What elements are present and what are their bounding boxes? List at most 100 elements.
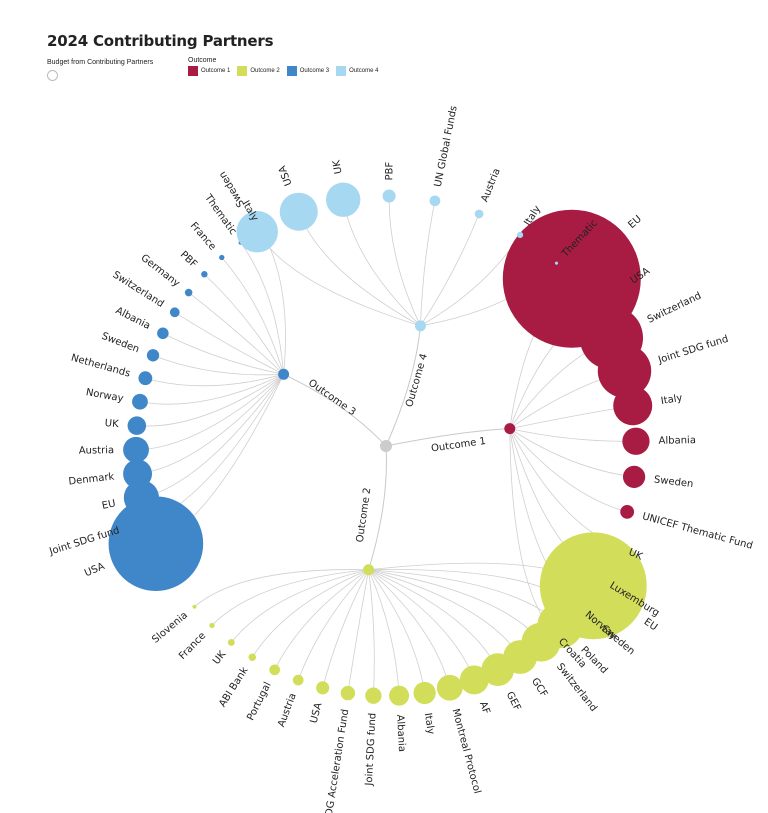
partner-link — [139, 373, 284, 405]
size-legend: Budget from Contributing Partners — [47, 59, 153, 81]
partner-bubble[interactable] — [554, 261, 559, 265]
outcome-link — [283, 373, 387, 447]
partner-link — [194, 569, 369, 608]
legend-item-outcome-2[interactable]: Outcome 2 — [237, 66, 280, 76]
partner-bubble[interactable] — [389, 685, 410, 706]
partner-bubble[interactable] — [192, 604, 197, 609]
partner-bubble[interactable] — [279, 192, 318, 231]
partner-label: GCF — [529, 676, 549, 699]
partner-bubble[interactable] — [127, 416, 147, 435]
partner-label: EU — [101, 498, 117, 512]
outcome-hub[interactable] — [363, 564, 375, 576]
partner-bubble[interactable] — [365, 687, 382, 704]
partner-label: Montreal Protocol — [450, 708, 483, 795]
color-legend: Outcome Outcome 1 Outcome 2 Outcome 3 Ou… — [188, 57, 385, 76]
partner-bubble[interactable] — [622, 427, 650, 455]
partner-link — [152, 354, 284, 376]
partner-bubble[interactable] — [209, 622, 215, 629]
partner-link — [260, 229, 286, 375]
partner-link — [368, 569, 475, 681]
partner-label: France — [177, 630, 208, 662]
partner-label: Denmark — [68, 471, 115, 487]
partner-bubble[interactable] — [248, 653, 257, 662]
partner-bubble[interactable] — [123, 436, 149, 463]
partner-link — [137, 374, 284, 475]
partner-link — [509, 428, 635, 478]
partner-bubble[interactable] — [227, 638, 235, 646]
partner-label: Sweden — [217, 169, 247, 209]
outcome-hub[interactable] — [504, 423, 516, 435]
chart-title: 2024 Contributing Partners — [47, 32, 274, 50]
partner-bubble[interactable] — [459, 665, 489, 695]
outcome-label: Outcome 2 — [355, 487, 374, 543]
partner-bubble[interactable] — [219, 254, 225, 261]
outcome-label: Outcome 1 — [430, 436, 486, 455]
legend-item-outcome-3[interactable]: Outcome 3 — [286, 66, 330, 76]
partner-link — [141, 374, 284, 499]
partner-label: UK — [331, 159, 344, 175]
partner-bubble[interactable] — [146, 349, 160, 362]
partner-bubble[interactable] — [201, 270, 208, 278]
outcome-hub[interactable] — [414, 320, 426, 332]
partner-link — [420, 213, 480, 327]
partner-bubble[interactable] — [123, 459, 153, 489]
size-legend-circle — [47, 70, 58, 81]
partner-bubble[interactable] — [620, 504, 635, 519]
partner-bubble[interactable] — [157, 327, 169, 340]
partner-bubble[interactable] — [292, 674, 304, 686]
partner-label: UN Global Funds — [433, 105, 460, 188]
legend-item-outcome-4[interactable]: Outcome 4 — [336, 66, 378, 76]
partner-bubble[interactable] — [138, 371, 153, 386]
partner-bubble[interactable] — [184, 288, 193, 297]
partner-link — [298, 211, 421, 327]
partner-link — [368, 569, 400, 696]
partner-bubble[interactable] — [429, 195, 441, 207]
partner-bubble[interactable] — [613, 386, 653, 426]
partner-bubble[interactable] — [269, 664, 281, 676]
partner-label: UNICEF Thematic Fund — [641, 511, 754, 552]
partner-label: Switzerland — [554, 661, 599, 714]
partner-label: Joint SDG fund — [656, 334, 730, 367]
partner-bubble[interactable] — [382, 189, 396, 203]
color-legend-title: Outcome — [188, 57, 217, 64]
partner-bubble[interactable] — [340, 685, 356, 701]
partner-label: UK — [627, 547, 645, 563]
partner-link — [509, 428, 628, 513]
partner-link — [204, 273, 284, 375]
partner-bubble[interactable] — [123, 480, 159, 516]
partner-link — [251, 569, 369, 658]
partner-label: ABI Bank — [217, 665, 250, 709]
partner-bubble[interactable] — [622, 465, 646, 488]
partner-link — [174, 311, 284, 375]
partner-bubble[interactable] — [516, 231, 524, 239]
partner-link — [188, 292, 284, 375]
partner-bubble[interactable] — [481, 653, 515, 686]
partner-bubble[interactable] — [413, 681, 436, 705]
partner-bubble[interactable] — [169, 307, 180, 318]
partner-link — [297, 569, 369, 681]
partner-bubble[interactable] — [474, 209, 484, 219]
partner-bubble[interactable] — [436, 674, 463, 701]
partner-label: Netherlands — [70, 353, 132, 380]
legend-swatch — [188, 66, 198, 76]
partner-label: Austria — [479, 167, 502, 204]
partner-bubble[interactable] — [326, 182, 361, 217]
outcome-label: Outcome 4 — [404, 352, 430, 408]
partner-label: USA — [309, 701, 325, 724]
legend-label: Outcome 3 — [299, 68, 330, 74]
partner-link — [368, 569, 426, 694]
label-layer: EU USA Switzerland Joint SDG fund Italy Alban… — [47, 105, 754, 813]
legend-item-outcome-1[interactable]: Outcome 1 — [188, 66, 230, 76]
partner-label: PBF — [384, 162, 395, 181]
legend-swatch — [286, 66, 297, 76]
partner-link — [420, 200, 436, 326]
partner-label: Albania — [394, 714, 407, 752]
partner-bubble[interactable] — [236, 211, 278, 253]
partner-bubble[interactable] — [132, 393, 148, 410]
partner-bubble[interactable] — [597, 344, 652, 398]
partner-label: EU — [642, 617, 659, 634]
partner-bubble[interactable] — [316, 681, 330, 695]
root-node — [380, 440, 392, 452]
outcome-hub[interactable] — [278, 368, 290, 380]
